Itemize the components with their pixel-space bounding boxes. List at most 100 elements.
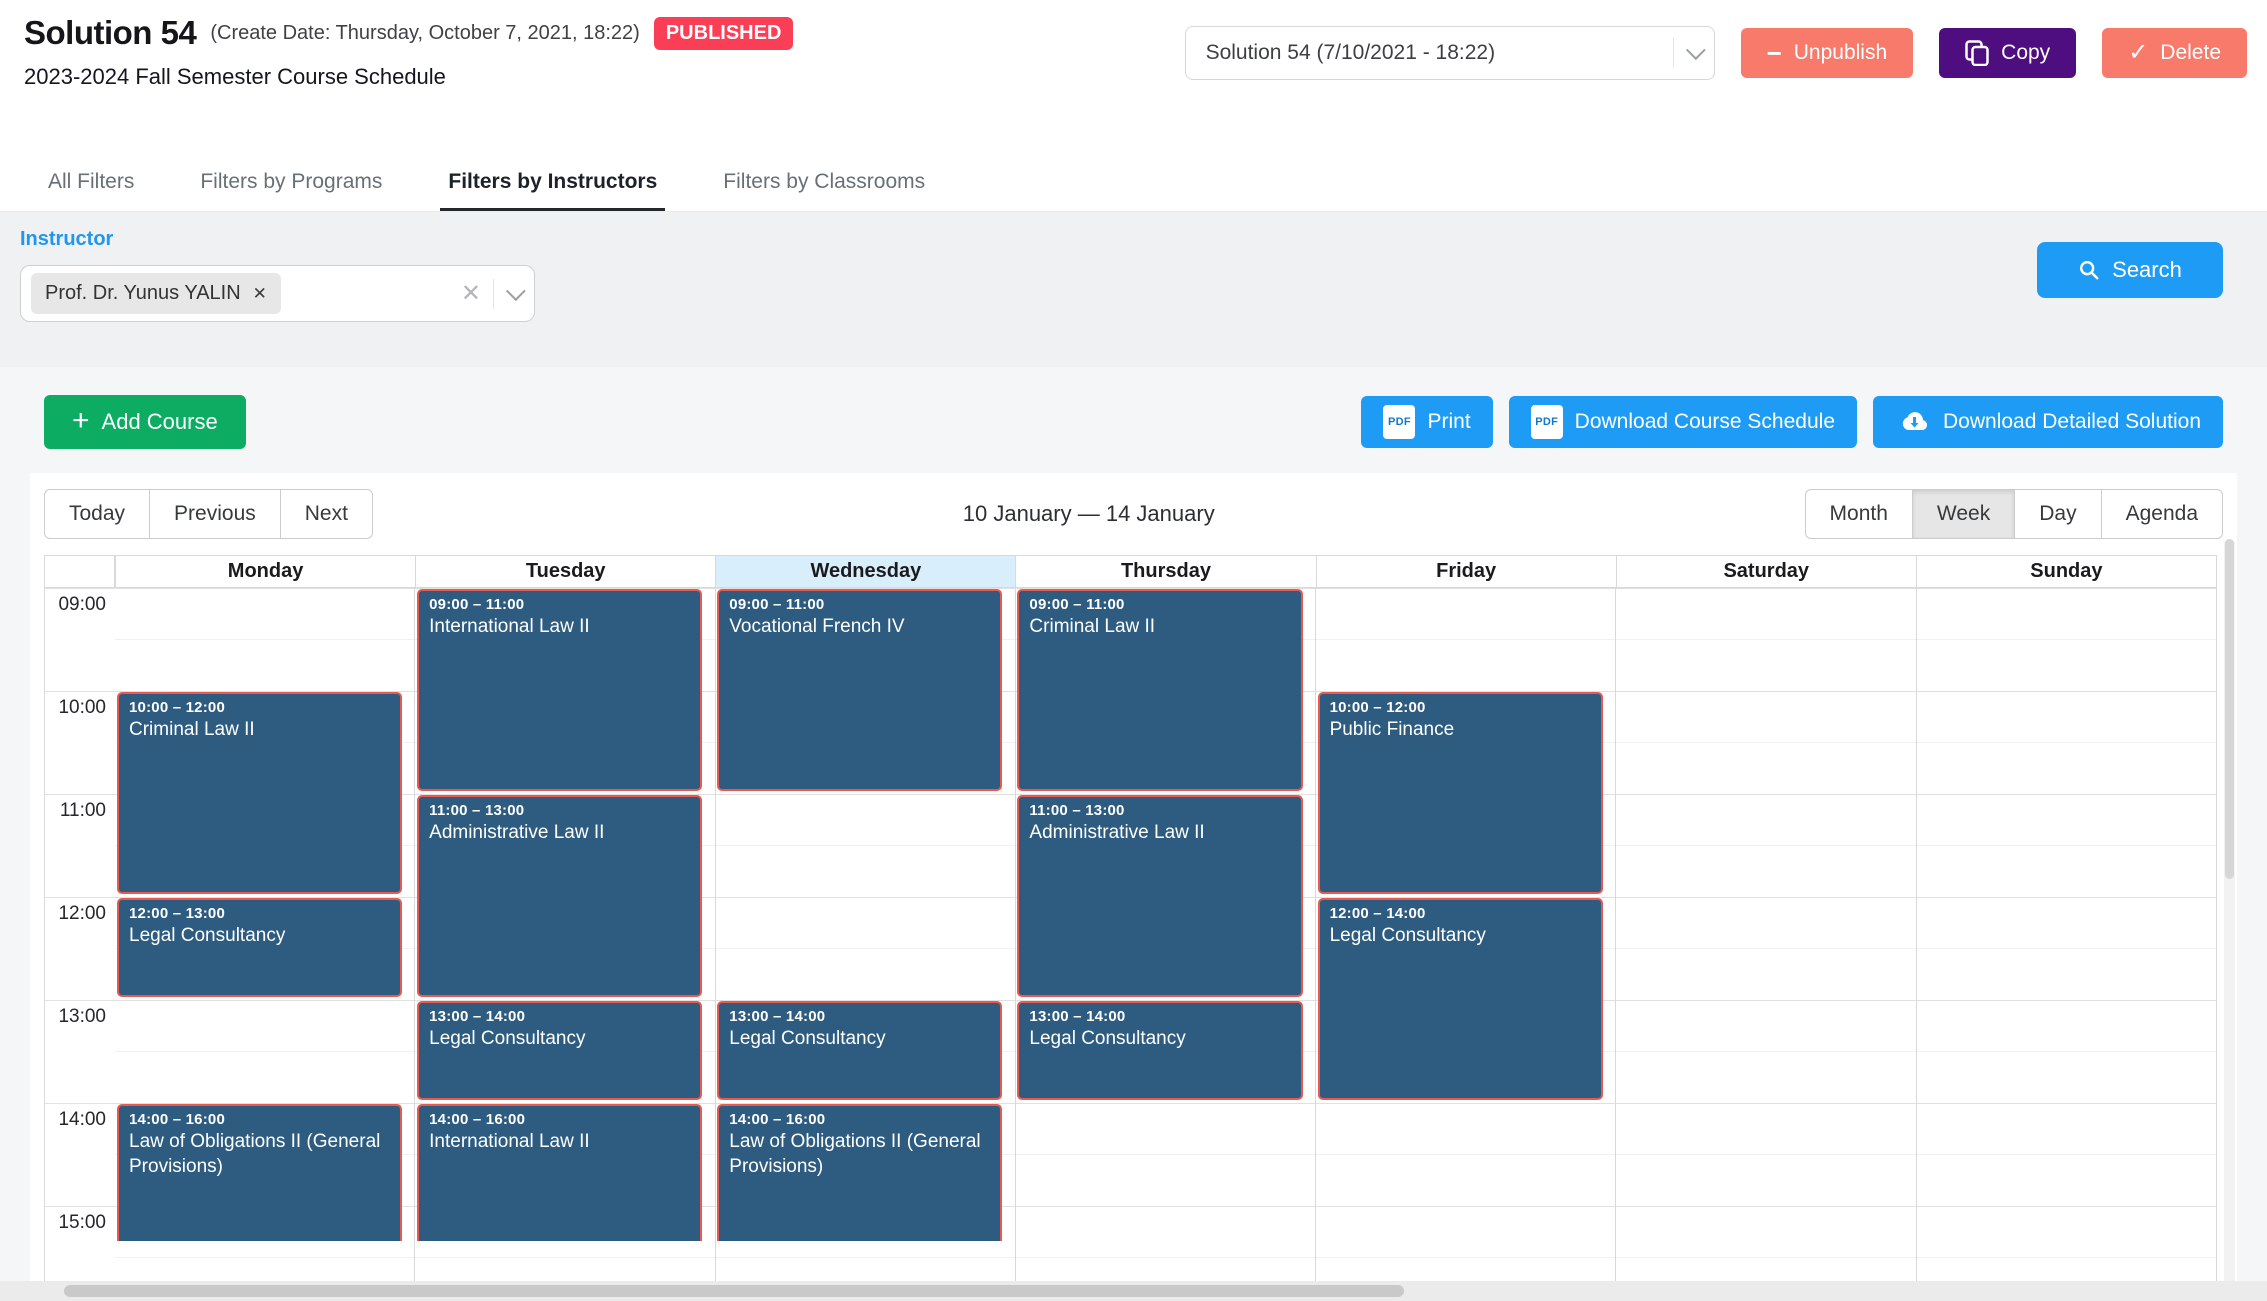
copy-icon (1965, 40, 1989, 66)
calendar-event[interactable]: 13:00 – 14:00 Legal Consultancy (1017, 1001, 1303, 1100)
event-title: International Law II (429, 1131, 590, 1152)
week-scheduler: Monday Tuesday Wednesday Thursday Friday Satu… (44, 555, 2217, 1296)
day-header-monday: Monday (115, 556, 415, 587)
view-button-agenda[interactable]: Agenda (2100, 489, 2223, 539)
print-label: Print (1427, 410, 1471, 433)
calendar-event[interactable]: 09:00 – 11:00 Criminal Law II (1017, 589, 1303, 791)
tab-filters-by-classrooms[interactable]: Filters by Classrooms (723, 170, 926, 193)
calendar-event[interactable]: 09:00 – 11:00 International Law II (417, 589, 703, 791)
horizontal-scrollbar-thumb[interactable] (64, 1285, 1404, 1297)
previous-button[interactable]: Previous (149, 489, 281, 539)
delete-button[interactable]: ✓ Delete (2102, 28, 2247, 78)
time-label-1000: 10:00 (58, 697, 106, 718)
calendar-event[interactable]: 11:00 – 13:00 Administrative Law II (417, 795, 703, 997)
clear-all-icon[interactable]: ✕ (460, 280, 481, 307)
create-date-text: (Create Date: Thursday, October 7, 2021,… (210, 21, 640, 44)
export-buttons: PDF Print PDF Download Course Schedule D… (1361, 396, 2223, 448)
add-course-button[interactable]: + Add Course (44, 395, 246, 449)
unpublish-label: Unpublish (1793, 41, 1888, 64)
solution-select[interactable]: Solution 54 (7/10/2021 - 18:22) (1184, 26, 1715, 80)
time-label-1100: 11:00 (59, 800, 106, 821)
calendar-event[interactable]: 14:00 – 16:00 Law of Obligations II (Gene… (717, 1104, 1003, 1241)
view-button-week[interactable]: Week (1911, 489, 2016, 539)
event-title: Administrative Law II (1029, 822, 1205, 843)
search-icon (2080, 261, 2099, 280)
day-column-wednesday (714, 588, 1015, 1295)
view-button-month[interactable]: Month (1804, 489, 1913, 539)
download-detailed-solution-button[interactable]: Download Detailed Solution (1873, 396, 2223, 448)
calendar-event[interactable]: 12:00 – 13:00 Legal Consultancy (117, 898, 403, 997)
download-course-schedule-button[interactable]: PDF Download Course Schedule (1508, 396, 1857, 448)
next-button[interactable]: Next (279, 489, 373, 539)
solution-select-value: Solution 54 (7/10/2021 - 18:22) (1205, 41, 1496, 64)
time-label-1200: 12:00 (58, 903, 106, 924)
day-column-sunday (1915, 588, 2216, 1295)
event-title: Law of Obligations II (General Provision… (129, 1131, 381, 1177)
vertical-scrollbar-thumb[interactable] (2225, 539, 2234, 879)
day-header-thursday: Thursday (1015, 556, 1315, 587)
event-title: Law of Obligations II (General Provision… (729, 1131, 981, 1177)
chip-remove-icon[interactable]: ✕ (252, 283, 267, 303)
chevron-down-icon[interactable] (505, 280, 526, 301)
day-column-saturday (1615, 588, 1915, 1295)
tab-filters-by-programs[interactable]: Filters by Programs (200, 170, 383, 193)
minus-icon: − (1766, 38, 1782, 68)
event-title: Legal Consultancy (129, 925, 286, 946)
unpublish-button[interactable]: − Unpublish (1740, 28, 1914, 78)
events-layer: 10:00 – 12:00 Criminal Law II 12:00 – 13:0… (115, 588, 2216, 1241)
status-badge: PUBLISHED (653, 16, 794, 50)
event-time: 14:00 – 16:00 (729, 1111, 826, 1128)
top-header: Solution 54 (Create Date: Thursday, Octo… (0, 0, 2267, 150)
pdf-icon: PDF (1383, 405, 1416, 439)
event-time: 13:00 – 14:00 (429, 1008, 526, 1025)
event-time: 11:00 – 13:00 (429, 802, 525, 819)
calendar-event[interactable]: 14:00 – 16:00 International Law II (417, 1104, 703, 1241)
instructor-select[interactable]: Prof. Dr. Yunus YALIN ✕ ✕ (20, 265, 535, 322)
event-title: Legal Consultancy (429, 1028, 586, 1049)
search-button[interactable]: Search (2037, 242, 2223, 298)
vertical-scrollbar[interactable] (2224, 539, 2235, 1290)
tab-all-filters[interactable]: All Filters (48, 170, 135, 193)
filter-section: Instructor Prof. Dr. Yunus YALIN ✕ ✕ Sea… (0, 212, 2267, 367)
view-button-day[interactable]: Day (2014, 489, 2102, 539)
chevron-down-icon[interactable] (1685, 40, 1706, 61)
print-button[interactable]: PDF Print (1361, 396, 1493, 448)
time-label-1500: 15:00 (58, 1212, 106, 1233)
download-course-schedule-label: Download Course Schedule (1574, 410, 1835, 433)
calendar-event[interactable]: 10:00 – 12:00 Criminal Law II (117, 692, 403, 894)
event-time: 09:00 – 11:00 (729, 596, 825, 613)
view-button-group: Month Week Day Agenda (1804, 489, 2223, 539)
time-label-1300: 13:00 (58, 1006, 106, 1027)
calendar-event[interactable]: 13:00 – 14:00 Legal Consultancy (417, 1001, 703, 1100)
time-label-1400: 14:00 (58, 1109, 106, 1130)
event-title: Legal Consultancy (1329, 925, 1486, 946)
event-title: Public Finance (1329, 719, 1455, 740)
calendar-event[interactable]: 14:00 – 16:00 Law of Obligations II (Gene… (117, 1104, 403, 1241)
gutter-header-cell (45, 556, 115, 587)
calendar-event[interactable]: 11:00 – 13:00 Administrative Law II (1017, 795, 1303, 997)
instructor-chip-label: Prof. Dr. Yunus YALIN (45, 282, 241, 304)
horizontal-scrollbar[interactable] (0, 1281, 2267, 1301)
event-time: 12:00 – 13:00 (129, 905, 226, 922)
day-header-wednesday: Wednesday (715, 556, 1016, 587)
event-time: 09:00 – 11:00 (429, 596, 525, 613)
copy-button[interactable]: Copy (1939, 28, 2077, 78)
select-divider (493, 278, 494, 309)
calendar-event[interactable]: 10:00 – 12:00 Public Finance (1317, 692, 1603, 894)
event-time: 14:00 – 16:00 (129, 1111, 226, 1128)
event-time: 13:00 – 14:00 (1029, 1008, 1126, 1025)
nav-button-group: Today Previous Next (44, 489, 373, 539)
calendar-toolbar: Today Previous Next 10 January — 14 Janu… (44, 489, 2223, 539)
pdf-icon: PDF (1530, 405, 1563, 439)
calendar-card: Today Previous Next 10 January — 14 Janu… (30, 473, 2237, 1296)
event-time: 10:00 – 12:00 (1329, 699, 1426, 716)
calendar-event[interactable]: 13:00 – 14:00 Legal Consultancy (717, 1001, 1003, 1100)
today-button[interactable]: Today (44, 489, 151, 539)
calendar-event[interactable]: 09:00 – 11:00 Vocational French IV (717, 589, 1003, 791)
actions-row: + Add Course PDF Print PDF Download Cour… (0, 367, 2267, 473)
tab-filters-by-instructors[interactable]: Filters by Instructors (440, 156, 666, 211)
instructor-chip[interactable]: Prof. Dr. Yunus YALIN ✕ (31, 273, 281, 314)
calendar-event[interactable]: 12:00 – 14:00 Legal Consultancy (1317, 898, 1603, 1100)
event-title: Criminal Law II (1029, 616, 1156, 637)
title-row: Solution 54 (Create Date: Thursday, Octo… (24, 14, 2247, 52)
